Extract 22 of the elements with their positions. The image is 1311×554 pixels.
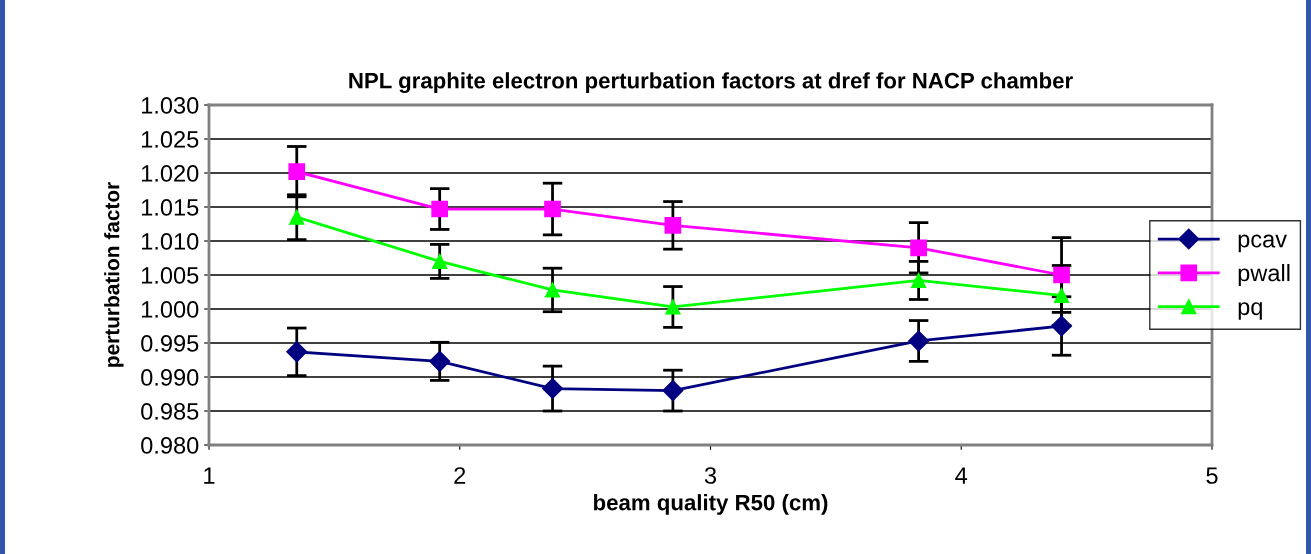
y-tick-label: 0.995 <box>141 335 199 352</box>
y-tick-label: 0.990 <box>141 369 199 386</box>
x-tick-label: 2 <box>454 467 466 484</box>
y-axis-title: perturbation factor <box>104 182 124 367</box>
y-tick-label: 1.005 <box>142 267 199 284</box>
legend-label: pcav <box>1238 234 1287 253</box>
y-tick-label: 1.025 <box>142 131 199 148</box>
y-tick-label: 1.030 <box>142 97 199 114</box>
legend-label: pq <box>1238 302 1262 320</box>
y-tick-label: 0.980 <box>141 437 199 454</box>
x-tick-label: 3 <box>704 467 717 484</box>
x-tick-label: 5 <box>1206 467 1218 484</box>
y-tick-label: 0.985 <box>141 403 199 420</box>
y-tick-label: 1.015 <box>142 199 199 216</box>
x-tick-label: 1 <box>204 467 215 484</box>
chart-title: NPL graphite electron perturbation factors at dref for NACP chamber <box>349 72 1073 94</box>
legend-label: pwall <box>1238 263 1290 286</box>
y-tick-label: 1.020 <box>142 165 199 182</box>
x-tick-label: 4 <box>955 467 968 484</box>
x-axis-title: beam quality R50 (cm) <box>594 494 828 515</box>
y-tick-label: 1.000 <box>142 301 199 318</box>
y-tick-label: 1.010 <box>142 233 199 250</box>
